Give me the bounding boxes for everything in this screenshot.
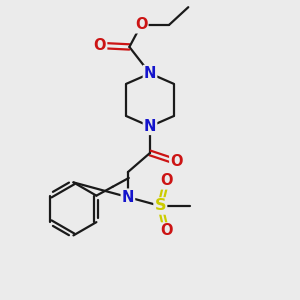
Text: S: S — [154, 198, 166, 213]
Text: O: O — [170, 154, 183, 169]
Text: N: N — [144, 119, 156, 134]
Text: N: N — [122, 190, 134, 205]
Text: O: O — [160, 173, 172, 188]
Text: O: O — [160, 224, 172, 238]
Text: O: O — [94, 38, 106, 53]
Text: O: O — [135, 17, 147, 32]
Text: N: N — [144, 66, 156, 81]
